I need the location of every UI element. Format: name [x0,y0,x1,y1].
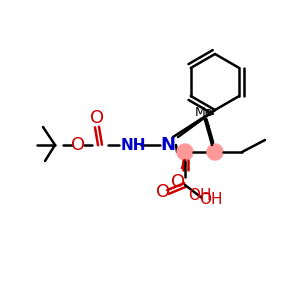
Text: O: O [171,173,185,191]
Text: Me: Me [195,106,213,118]
Text: O: O [71,136,85,154]
Text: OH: OH [199,193,223,208]
Text: OH: OH [188,188,212,202]
Text: O: O [90,109,104,127]
Circle shape [177,144,193,160]
Text: N: N [160,136,175,154]
Circle shape [207,144,223,160]
Text: NH: NH [120,137,146,152]
Text: O: O [156,183,170,201]
